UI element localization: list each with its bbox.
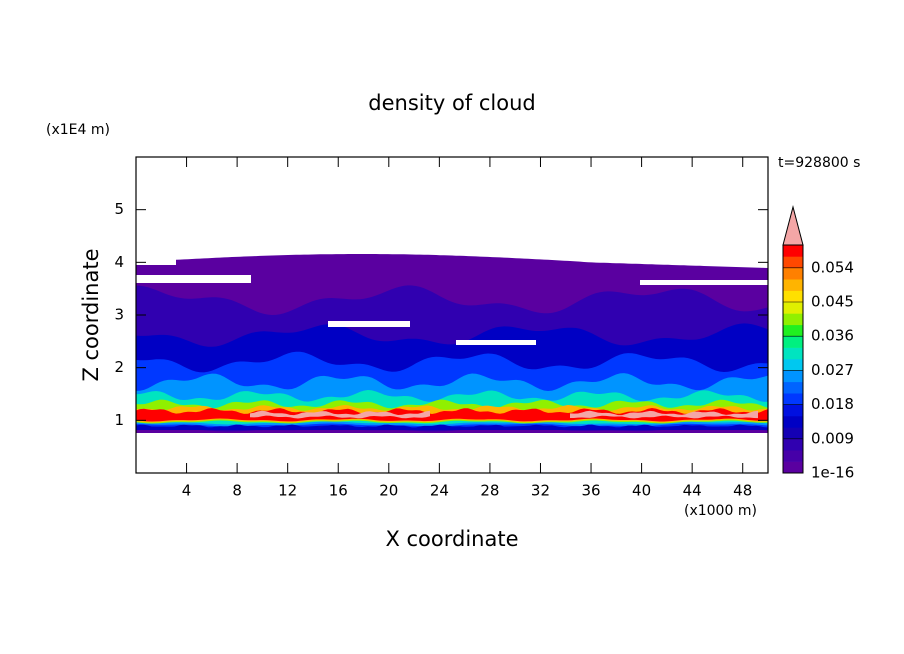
colorbar-band <box>783 336 803 348</box>
field-gap <box>136 275 251 283</box>
colorbar-band <box>783 450 803 462</box>
colorbar-band <box>783 279 803 291</box>
x-tick-label: 32 <box>531 482 550 500</box>
y-tick-label: 5 <box>114 200 124 218</box>
colorbar-band <box>783 324 803 337</box>
field-gap <box>456 340 536 345</box>
field-gap <box>328 321 410 327</box>
colorbar-band <box>783 245 803 257</box>
colorbar-band <box>783 404 803 417</box>
colorbar-band <box>783 416 803 428</box>
colorbar-tick-label: 0.045 <box>811 293 854 311</box>
x-tick-label: 44 <box>683 482 702 500</box>
field-gap <box>136 258 176 265</box>
colorbar-band <box>783 370 803 383</box>
x-tick-label: 48 <box>733 482 752 500</box>
colorbar-tick-label: 0.036 <box>811 327 854 345</box>
x-tick-label: 24 <box>430 482 449 500</box>
colorbar-tick-label: 0.018 <box>811 395 854 413</box>
field-band <box>250 410 430 419</box>
y-unit: (x1E4 m) <box>46 122 110 138</box>
colorbar-band <box>783 438 803 451</box>
x-tick-label: 40 <box>632 482 651 500</box>
colorbar-tick-label: 0.027 <box>811 361 854 379</box>
colorbar-band <box>783 461 803 474</box>
colorbar-band <box>783 359 803 371</box>
field-band <box>136 408 768 422</box>
x-axis-title: X coordinate <box>385 527 518 551</box>
colorbar-band <box>783 347 803 360</box>
annotation: t=928800 s <box>778 155 860 171</box>
x-tick-label: 16 <box>329 482 348 500</box>
colorbar-band <box>783 393 803 405</box>
colorbar-tick-label: 0.009 <box>811 429 854 447</box>
colorbar-band <box>783 256 803 269</box>
x-unit: (x1000 m) <box>684 503 757 519</box>
colorbar-band <box>783 313 803 326</box>
field-band <box>136 424 768 430</box>
colorbar-band <box>783 290 803 303</box>
x-tick-label: 8 <box>232 482 242 500</box>
x-tick-label: 4 <box>182 482 192 500</box>
colorbar-band <box>783 302 803 314</box>
y-tick-label: 3 <box>114 306 124 324</box>
field-band <box>570 410 758 419</box>
field-gap <box>640 280 768 285</box>
colorbar-band <box>783 267 803 280</box>
y-axis-title: Z coordinate <box>79 248 103 381</box>
chart-title: density of cloud <box>368 91 535 115</box>
x-tick-label: 36 <box>581 482 600 500</box>
y-tick-label: 2 <box>114 358 124 376</box>
colorbar-band <box>783 381 803 394</box>
colorbar-tick-label: 1e-16 <box>811 464 854 482</box>
x-tick-label: 12 <box>278 482 297 500</box>
y-tick-label: 1 <box>114 411 124 429</box>
colorbar-band <box>783 427 803 440</box>
colorbar-extend <box>782 205 804 246</box>
colorbar-tick-label: 0.054 <box>811 258 854 276</box>
x-tick-label: 20 <box>379 482 398 500</box>
y-tick-label: 4 <box>114 253 124 271</box>
x-tick-label: 28 <box>480 482 499 500</box>
